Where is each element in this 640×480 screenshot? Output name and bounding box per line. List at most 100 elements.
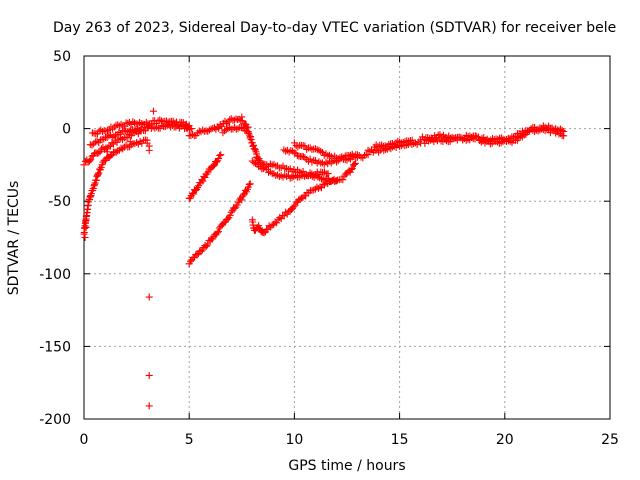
data-point-marker: [322, 158, 330, 166]
x-tick-label: 20: [496, 432, 514, 448]
data-point-marker: [239, 124, 247, 132]
grid-layer: [84, 56, 610, 419]
data-point-marker: [94, 170, 102, 178]
data-point-marker: [282, 147, 290, 155]
data-point-marker: [259, 165, 267, 173]
data-point-marker: [133, 139, 141, 147]
data-point-marker: [317, 184, 325, 192]
data-point-marker: [145, 293, 153, 301]
data-point-marker: [217, 151, 225, 159]
x-tick-label: 5: [185, 432, 194, 448]
data-point-marker: [268, 221, 276, 229]
data-point-marker: [136, 137, 144, 145]
data-point-marker: [107, 152, 115, 160]
data-point-marker: [415, 138, 423, 146]
data-point-marker: [302, 192, 310, 200]
data-point-marker: [216, 152, 224, 160]
data-point-marker: [127, 132, 135, 140]
data-point-marker: [205, 126, 213, 134]
chart-title: Day 263 of 2023, Sidereal Day-to-day VTE…: [53, 20, 616, 36]
data-point-marker: [410, 140, 418, 148]
data-point-marker: [126, 138, 134, 146]
data-point-marker: [88, 141, 96, 149]
data-point-marker: [125, 127, 133, 135]
data-point-marker: [357, 153, 365, 161]
data-point-marker: [97, 126, 105, 134]
data-point-marker: [234, 116, 242, 124]
data-point-marker: [81, 234, 89, 241]
data-point-marker: [251, 159, 259, 167]
data-point-marker: [117, 130, 125, 138]
data-point-marker: [136, 119, 144, 127]
data-point-marker: [202, 242, 210, 250]
data-point-marker: [199, 177, 207, 185]
data-point-marker: [80, 161, 88, 169]
data-point-marker: [290, 203, 298, 211]
y-tick-label: 50: [53, 49, 71, 65]
data-point-marker: [127, 141, 135, 149]
data-point-marker: [193, 251, 201, 259]
data-point-marker: [350, 153, 358, 161]
data-point-marker: [283, 172, 291, 180]
data-point-marker: [232, 125, 240, 133]
data-point-marker: [149, 107, 157, 115]
x-tick-label: 0: [80, 432, 89, 448]
data-point-marker: [213, 229, 221, 237]
data-point-marker: [90, 129, 98, 137]
data-point-marker: [95, 149, 103, 157]
data-point-marker: [244, 128, 252, 136]
data-point-marker: [366, 147, 374, 155]
data-point-marker: [320, 181, 328, 189]
y-axis-label: SDTVAR / TECUs: [6, 181, 22, 296]
data-point-marker: [324, 170, 332, 178]
data-point-marker: [183, 125, 191, 133]
data-point-marker: [216, 121, 224, 129]
data-point-marker: [87, 156, 95, 164]
data-point-marker: [156, 116, 164, 124]
data-point-marker: [223, 120, 231, 128]
data-point-marker: [306, 144, 314, 152]
data-point-marker: [209, 162, 217, 170]
ticks-layer: 0 5 10 15 20 25 -200 -150 -100 -50 0 50: [39, 49, 619, 448]
data-point-marker: [250, 141, 258, 149]
data-point-marker: [124, 119, 132, 127]
data-point-marker: [285, 148, 293, 156]
data-point-marker: [95, 169, 103, 177]
data-point-marker: [525, 126, 533, 134]
data-point-marker: [96, 165, 104, 173]
data-point-marker: [311, 145, 319, 153]
data-point-marker: [187, 257, 195, 265]
data-point-marker: [215, 155, 223, 163]
data-point-marker: [313, 146, 321, 154]
data-point-marker: [104, 126, 112, 134]
data-point-marker: [322, 179, 330, 187]
data-point-marker: [253, 154, 261, 162]
data-point-marker: [347, 165, 355, 173]
data-point-marker: [413, 141, 421, 149]
data-point-marker: [336, 155, 344, 163]
data-layer: [80, 107, 568, 410]
data-point-marker: [199, 126, 207, 134]
data-point-marker: [552, 125, 560, 133]
data-point-marker: [327, 159, 335, 167]
data-point-marker: [92, 176, 100, 184]
data-point-marker: [218, 122, 226, 130]
y-tick-label: -200: [39, 412, 71, 428]
data-point-marker: [117, 120, 125, 128]
data-point-marker: [246, 180, 254, 188]
data-point-marker: [224, 215, 232, 223]
x-tick-label: 10: [285, 432, 303, 448]
data-point-marker: [107, 151, 115, 159]
x-tick-label: 25: [601, 432, 619, 448]
data-point-marker: [301, 154, 309, 162]
data-point-marker: [301, 142, 309, 150]
data-point-marker: [124, 134, 132, 142]
x-tick-label: 15: [391, 432, 409, 448]
data-point-marker: [345, 154, 353, 162]
data-point-marker: [250, 159, 258, 167]
data-point-marker: [558, 126, 566, 134]
data-point-marker: [246, 134, 254, 142]
data-point-marker: [142, 118, 150, 126]
data-point-marker: [314, 184, 322, 192]
